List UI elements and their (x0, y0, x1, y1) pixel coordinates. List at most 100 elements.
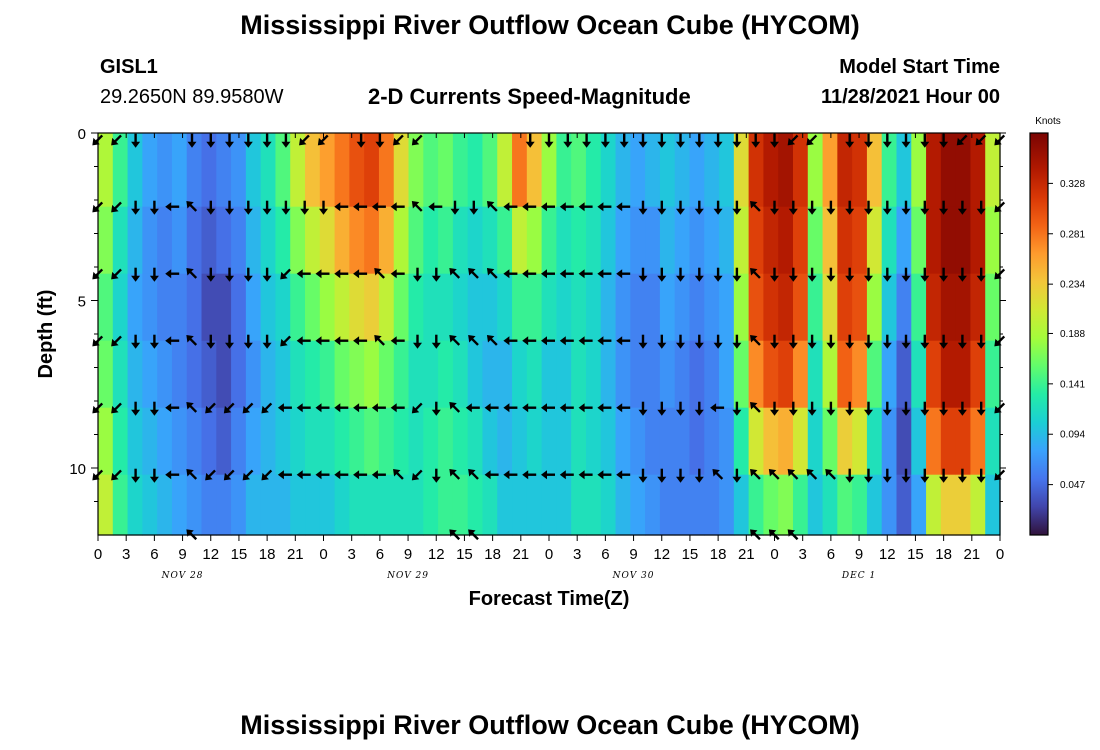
heatmap-cell (704, 474, 720, 536)
current-arrow (920, 334, 930, 349)
current-arrow-head (616, 269, 623, 279)
current-arrow (334, 470, 349, 480)
heatmap-cell (689, 133, 705, 208)
current-arrow (732, 401, 742, 416)
heatmap-cell (970, 340, 986, 409)
current-arrow-head (165, 202, 172, 212)
current-arrow-head (939, 141, 949, 148)
current-arrow-head (334, 269, 341, 279)
current-arrow-head (111, 137, 119, 146)
heatmap-cell (733, 407, 750, 476)
current-arrow (319, 200, 328, 215)
current-arrow (431, 267, 441, 282)
current-arrow-head (770, 208, 779, 215)
heatmap-cell (792, 133, 809, 208)
current-arrow (315, 403, 330, 413)
heatmap-cell (955, 407, 972, 476)
current-arrow-head (770, 141, 779, 148)
heatmap-cell (216, 340, 232, 409)
current-arrow (261, 402, 273, 414)
x-date-label: NOV 29 (386, 571, 429, 581)
current-arrow-head (864, 342, 873, 349)
current-arrow (807, 200, 817, 215)
current-arrow-head (788, 275, 798, 282)
current-arrow (638, 468, 648, 483)
current-arrow-head (277, 470, 284, 480)
station-coordinates: 29.2650N 89.9580W (100, 86, 284, 108)
current-arrow-head (732, 476, 742, 483)
current-arrow (277, 403, 292, 413)
current-arrow-shaft (715, 471, 724, 480)
current-arrow (597, 470, 612, 480)
current-arrow-shaft (189, 203, 198, 212)
current-arrow-shaft (470, 270, 479, 279)
current-arrow (243, 267, 253, 282)
current-arrow-head (131, 409, 141, 416)
heatmap-cell (541, 133, 557, 208)
heatmap-cell (127, 474, 143, 536)
heatmap-cell (216, 206, 232, 275)
current-arrow-shaft (452, 471, 461, 480)
heatmap-cell (438, 273, 454, 342)
current-arrow (131, 133, 141, 148)
x-tick-label: 12 (653, 546, 670, 563)
current-arrow (751, 133, 761, 148)
heatmap-cell (305, 340, 321, 409)
x-tick-label: 6 (827, 546, 835, 563)
heatmap-cell (822, 474, 838, 536)
heatmap-cell (896, 206, 912, 275)
heatmap-cell (245, 407, 262, 476)
current-arrow-head (131, 342, 141, 349)
current-arrow (806, 134, 818, 146)
heatmap-cell (985, 273, 1001, 342)
current-arrow-shaft (95, 134, 104, 143)
colorbar-label: Knots (1035, 116, 1061, 127)
current-arrow-head (920, 141, 930, 148)
current-arrow-head (315, 403, 322, 413)
current-arrow-shaft (470, 337, 479, 346)
x-date-label: NOV 30 (612, 571, 655, 581)
current-arrow-head (882, 275, 892, 282)
current-arrow (262, 200, 272, 215)
current-arrow-head (541, 403, 547, 413)
heatmap-cell (615, 206, 631, 275)
heatmap-cell (393, 340, 410, 409)
current-arrow-shaft (414, 402, 423, 411)
heatmap-cell (127, 340, 143, 409)
current-arrow-head (317, 137, 326, 146)
current-arrow (243, 334, 253, 349)
heatmap-cell (748, 133, 765, 208)
current-arrow-head (486, 335, 495, 343)
current-arrow-head (111, 405, 119, 414)
current-arrow (371, 470, 386, 480)
current-arrow-head (939, 342, 949, 349)
station-id: GISL1 (100, 56, 158, 78)
heatmap-cell (305, 133, 321, 208)
x-tick-label: 12 (202, 546, 219, 563)
heatmap-cell (585, 340, 602, 409)
heatmap-cell (334, 133, 350, 208)
current-arrow-head (864, 275, 873, 282)
current-arrow (710, 403, 725, 413)
current-arrow-shaft (414, 469, 423, 478)
current-arrow-shaft (752, 270, 761, 279)
current-arrow-shaft (997, 469, 1006, 478)
current-arrow-head (225, 208, 234, 215)
heatmap-cell (674, 206, 691, 275)
current-arrow (390, 269, 405, 279)
heatmap-cell (142, 133, 158, 208)
current-arrow-head (957, 208, 967, 215)
heatmap-cell (940, 273, 957, 342)
heatmap-cell (290, 206, 306, 275)
current-arrow (334, 403, 349, 413)
heatmap-cell (364, 340, 380, 409)
heatmap-cell (807, 340, 824, 409)
current-arrow (450, 200, 460, 215)
current-arrow-shaft (414, 203, 423, 212)
heatmap-cell (245, 133, 262, 208)
current-arrow-head (578, 470, 585, 480)
heatmap-cell (955, 206, 972, 275)
current-arrow-head (431, 409, 441, 416)
heatmap-cell (186, 474, 203, 536)
current-arrow (111, 134, 122, 146)
